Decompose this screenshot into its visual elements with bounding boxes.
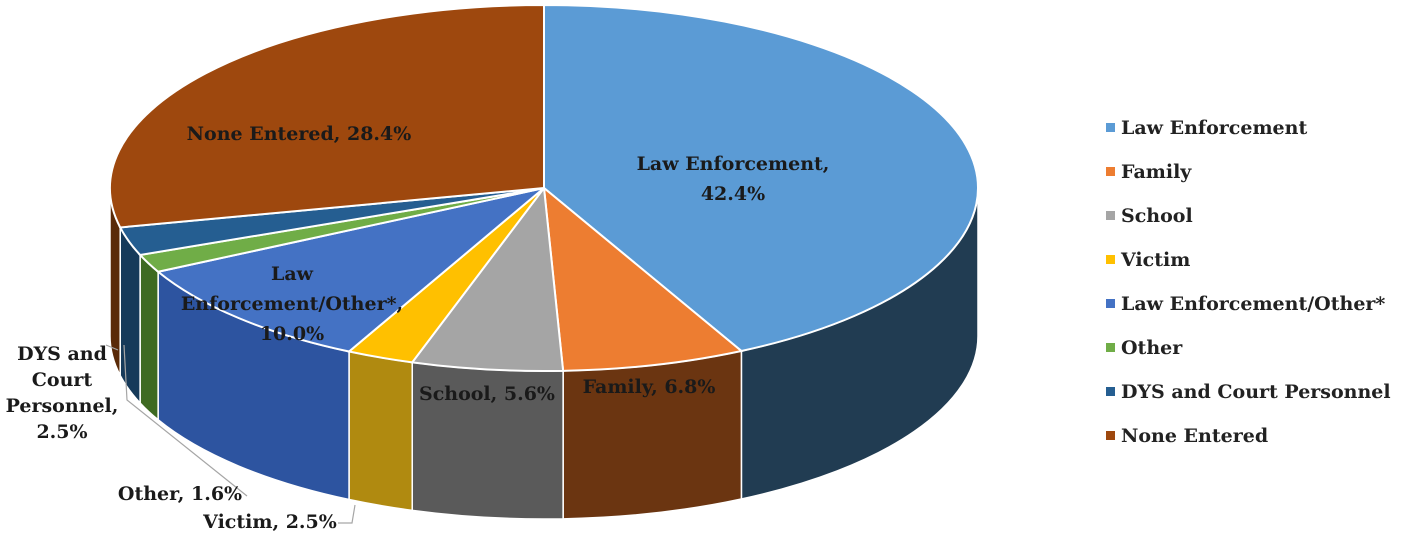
- data-label-dys-and-court-personnel: DYS and Court Personnel, 2.5%: [6, 343, 119, 443]
- legend-label: Victim: [1120, 249, 1190, 271]
- slice-law-enforcement-other: [155, 187, 545, 353]
- legend-item-other: Other: [1106, 337, 1183, 359]
- legend-label: Family: [1121, 161, 1192, 183]
- legend-swatch: [1106, 343, 1115, 352]
- legend-label: Other: [1121, 337, 1183, 359]
- data-label-none-entered: None Entered, 28.4%: [187, 123, 412, 145]
- slice-law-enforcement: [543, 3, 979, 353]
- data-label-law-enforcement: Law Enforcement, 42.4%: [637, 153, 830, 205]
- legend-item-law-enforcement: Law Enforcement: [1106, 117, 1307, 139]
- legend-swatch: [1106, 387, 1115, 396]
- leader-line-other: [123, 344, 248, 497]
- legend-item-victim: Victim: [1106, 249, 1190, 271]
- data-label-family: Family, 6.8%: [583, 376, 716, 398]
- legend-swatch: [1106, 255, 1115, 264]
- legend-swatch: [1106, 167, 1115, 176]
- pie-depth-walls: [109, 187, 979, 520]
- depth-wall-victim: [348, 350, 413, 512]
- legend-item-dys-and-court-personnel: DYS and Court Personnel: [1106, 381, 1391, 403]
- legend-item-law-enforcement-other: Law Enforcement/Other*: [1106, 293, 1385, 315]
- data-label-victim: Victim, 2.5%: [202, 511, 337, 533]
- leader-line-victim: [338, 504, 356, 524]
- data-label-other: Other, 1.6%: [118, 483, 242, 505]
- legend-label: Law Enforcement/Other*: [1121, 293, 1385, 315]
- legend: Law Enforcement Family School Victim Law Enf…: [1106, 117, 1391, 447]
- legend-swatch: [1106, 211, 1115, 220]
- legend-item-school: School: [1106, 205, 1193, 227]
- legend-swatch: [1106, 299, 1115, 308]
- legend-item-family: Family: [1106, 161, 1192, 183]
- slice-labels: Law Enforcement, 42.4% Family, 6.8% School,…: [6, 123, 830, 533]
- legend-swatch: [1106, 431, 1115, 440]
- legend-label: DYS and Court Personnel: [1121, 381, 1391, 403]
- legend-swatch: [1106, 123, 1115, 132]
- legend-label: None Entered: [1121, 425, 1268, 447]
- pie-slices: [109, 3, 979, 372]
- slice-family: [542, 185, 744, 372]
- legend-label: School: [1121, 205, 1193, 227]
- depth-wall-other: [139, 253, 159, 422]
- data-label-school: School, 5.6%: [419, 383, 555, 405]
- legend-label: Law Enforcement: [1121, 117, 1307, 139]
- legend-item-none-entered: None Entered: [1106, 425, 1268, 447]
- slice-school: [410, 185, 565, 372]
- slice-none-entered: [109, 3, 545, 229]
- depth-wall-dys-and-court-personnel: [119, 227, 141, 405]
- data-label-law-enforcement-other: Law Enforcement/Other*, 10.0%: [181, 263, 403, 345]
- leader-line-dys-and-court-personnel: [105, 344, 119, 351]
